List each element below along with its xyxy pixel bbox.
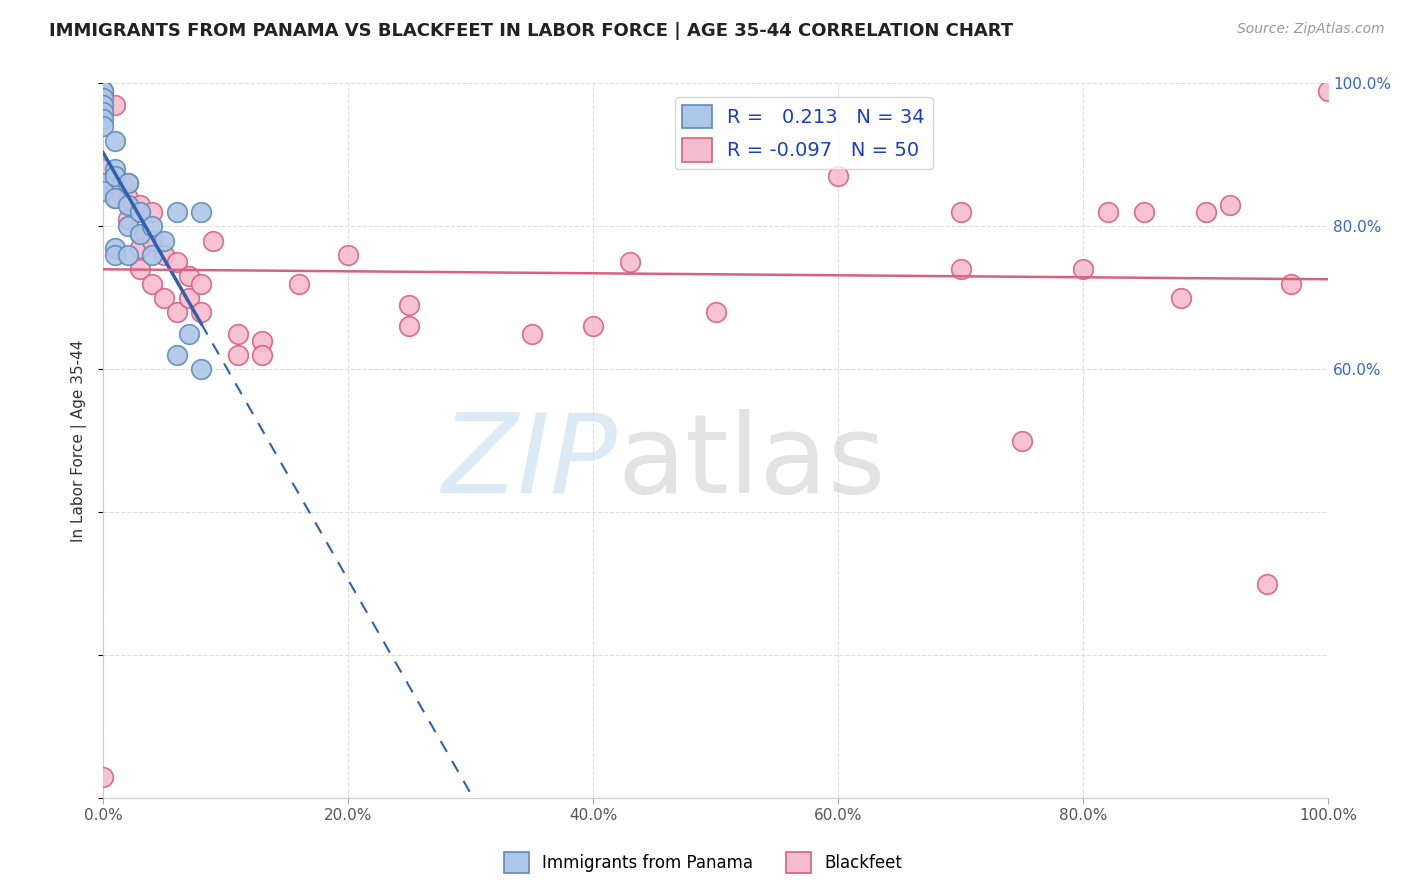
- Point: [1011, 434, 1033, 448]
- Point: [226, 326, 249, 341]
- Point: [104, 248, 127, 262]
- Point: [1133, 205, 1156, 219]
- Point: [117, 219, 139, 234]
- Point: [91, 770, 114, 784]
- Point: [129, 227, 152, 241]
- Point: [153, 234, 176, 248]
- Legend: R =   0.213   N = 34, R = -0.097   N = 50: R = 0.213 N = 34, R = -0.097 N = 50: [675, 96, 932, 169]
- Point: [104, 241, 127, 255]
- Point: [1317, 84, 1340, 98]
- Point: [1071, 262, 1094, 277]
- Point: [166, 305, 188, 319]
- Text: IMMIGRANTS FROM PANAMA VS BLACKFEET IN LABOR FORCE | AGE 35-44 CORRELATION CHART: IMMIGRANTS FROM PANAMA VS BLACKFEET IN L…: [49, 22, 1014, 40]
- Point: [129, 227, 152, 241]
- Point: [91, 98, 114, 112]
- Point: [91, 84, 114, 98]
- Point: [1195, 205, 1218, 219]
- Point: [141, 277, 163, 291]
- Point: [153, 248, 176, 262]
- Point: [129, 241, 152, 255]
- Point: [153, 291, 176, 305]
- Point: [104, 184, 127, 198]
- Text: atlas: atlas: [617, 409, 886, 516]
- Point: [91, 184, 114, 198]
- Point: [166, 255, 188, 269]
- Point: [190, 205, 212, 219]
- Point: [117, 177, 139, 191]
- Point: [117, 198, 139, 212]
- Point: [226, 348, 249, 362]
- Point: [252, 348, 274, 362]
- Point: [91, 162, 114, 177]
- Point: [91, 177, 114, 191]
- Text: ZIP: ZIP: [441, 409, 617, 516]
- Point: [1097, 205, 1119, 219]
- Point: [166, 205, 188, 219]
- Point: [141, 248, 163, 262]
- Point: [949, 262, 972, 277]
- Point: [190, 277, 212, 291]
- Point: [520, 326, 543, 341]
- Point: [141, 205, 163, 219]
- Point: [117, 191, 139, 205]
- Point: [704, 305, 727, 319]
- Point: [141, 234, 163, 248]
- Point: [252, 334, 274, 348]
- Point: [190, 362, 212, 376]
- Point: [619, 255, 641, 269]
- Point: [117, 212, 139, 227]
- Point: [1279, 277, 1302, 291]
- Point: [104, 98, 127, 112]
- Point: [190, 305, 212, 319]
- Point: [91, 84, 114, 98]
- Y-axis label: In Labor Force | Age 35-44: In Labor Force | Age 35-44: [72, 340, 87, 542]
- Point: [337, 248, 360, 262]
- Point: [166, 348, 188, 362]
- Point: [129, 262, 152, 277]
- Point: [398, 319, 420, 334]
- Point: [177, 291, 200, 305]
- Point: [141, 219, 163, 234]
- Legend: Immigrants from Panama, Blackfeet: Immigrants from Panama, Blackfeet: [496, 846, 910, 880]
- Point: [104, 134, 127, 148]
- Point: [117, 248, 139, 262]
- Point: [949, 205, 972, 219]
- Point: [288, 277, 311, 291]
- Point: [104, 169, 127, 184]
- Point: [177, 326, 200, 341]
- Point: [398, 298, 420, 312]
- Point: [104, 162, 127, 177]
- Point: [104, 191, 127, 205]
- Point: [827, 169, 849, 184]
- Point: [91, 105, 114, 120]
- Point: [129, 205, 152, 219]
- Text: Source: ZipAtlas.com: Source: ZipAtlas.com: [1237, 22, 1385, 37]
- Point: [177, 269, 200, 284]
- Point: [104, 191, 127, 205]
- Point: [91, 91, 114, 105]
- Point: [1256, 576, 1278, 591]
- Point: [202, 234, 225, 248]
- Point: [117, 177, 139, 191]
- Point: [582, 319, 605, 334]
- Point: [91, 112, 114, 127]
- Point: [129, 198, 152, 212]
- Point: [1170, 291, 1192, 305]
- Point: [1219, 198, 1241, 212]
- Point: [91, 120, 114, 134]
